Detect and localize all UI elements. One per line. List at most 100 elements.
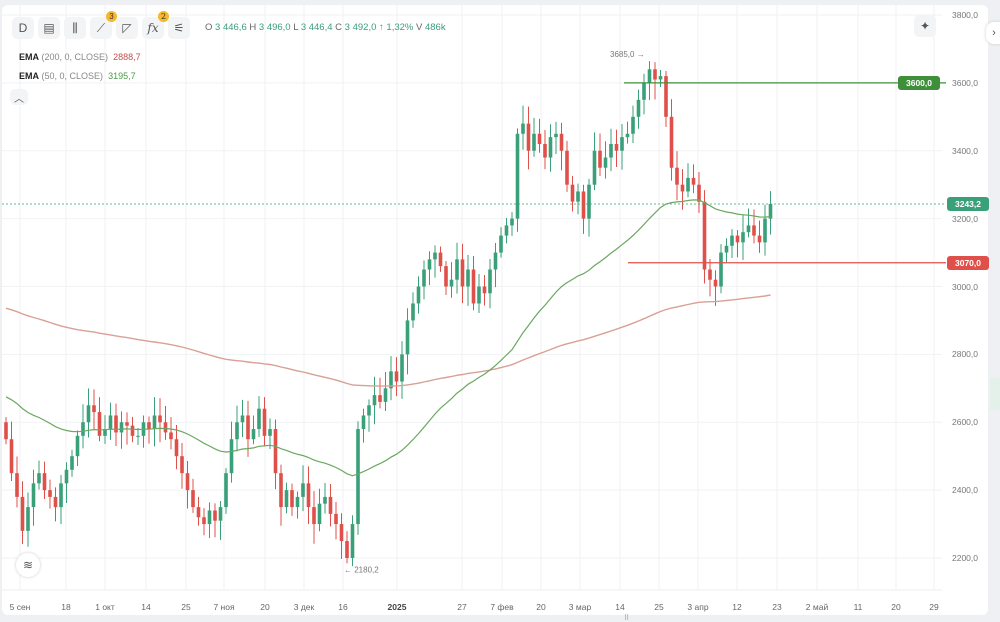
date-tick-label: 29 xyxy=(929,602,939,612)
drawing-tools-button[interactable]: ⟋ 3 xyxy=(90,11,117,39)
candle-body xyxy=(592,150,597,185)
candle-body xyxy=(389,371,393,389)
candle-body xyxy=(328,496,333,514)
candle-body xyxy=(114,415,118,433)
candle-body xyxy=(532,133,536,151)
ai-assist-button[interactable]: ✦ xyxy=(914,15,936,37)
candle-body xyxy=(730,235,734,246)
ema50-legend[interactable]: EMA (50, 0, CLOSE) 3195,7 xyxy=(19,71,136,81)
candle-body xyxy=(537,133,542,144)
price-tick-label: 3200,0 xyxy=(952,213,978,224)
candle-body xyxy=(411,303,415,321)
candle-body xyxy=(427,259,432,270)
candle-body xyxy=(471,269,476,304)
candle-body xyxy=(394,371,399,382)
candle-body xyxy=(92,405,96,413)
resize-handle[interactable]: ⠿ xyxy=(624,615,630,622)
candle-body xyxy=(460,259,465,287)
candle-body xyxy=(75,435,80,457)
template-button[interactable]: ▤ xyxy=(38,17,60,39)
shapes-button[interactable]: ◸ xyxy=(116,17,138,39)
candle-body xyxy=(543,143,547,158)
candle-body xyxy=(719,252,723,287)
sliders-icon: ⚟ xyxy=(173,21,185,35)
date-tick-label: 20 xyxy=(891,602,901,612)
candle-body xyxy=(147,422,151,430)
candle-body xyxy=(515,133,520,219)
price-tick-label: 2600,0 xyxy=(952,417,978,428)
template-icon: ▤ xyxy=(43,21,55,35)
candle-body xyxy=(191,490,195,508)
date-tick-label: 14 xyxy=(141,602,151,612)
candle-body xyxy=(669,116,674,168)
candle-body xyxy=(752,225,756,236)
settings-button[interactable]: ⚟ xyxy=(168,17,190,39)
candle-body xyxy=(130,425,135,436)
candle-body xyxy=(603,157,608,168)
date-tick-label: 25 xyxy=(654,602,664,612)
candle-body xyxy=(642,82,646,100)
side-scroll-handle[interactable] xyxy=(990,378,1000,410)
price-tick-label: 3800,0 xyxy=(952,10,978,20)
ema200-line xyxy=(5,294,771,387)
candle-body xyxy=(224,473,228,508)
candle-body xyxy=(653,69,657,80)
candle-body xyxy=(240,415,245,423)
candle-body xyxy=(493,252,498,270)
candle-body xyxy=(350,524,355,558)
candle-body xyxy=(416,286,421,304)
candle-body xyxy=(339,524,344,542)
candle-body xyxy=(196,507,201,518)
candle-body xyxy=(499,235,503,253)
candle-body xyxy=(279,473,283,508)
candle-body xyxy=(207,510,212,525)
candle-body xyxy=(433,252,437,260)
price-tick-label: 2400,0 xyxy=(952,485,978,496)
candle-body xyxy=(64,469,69,484)
candle-body xyxy=(713,279,718,287)
indicators-button[interactable]: fx 2 xyxy=(142,11,169,39)
expand-panel-button[interactable]: › xyxy=(986,22,1000,44)
candle-body xyxy=(763,218,767,243)
date-tick-label: 12 xyxy=(732,602,742,612)
candle-body xyxy=(686,177,690,192)
candle-body xyxy=(735,235,740,243)
candle-body xyxy=(488,269,492,294)
chart-type-button[interactable]: ⫼ xyxy=(64,17,86,39)
collapse-legend-button[interactable]: ︿ xyxy=(10,89,28,105)
price-chart[interactable]: 3685,0 → ← 2180,2 xyxy=(2,5,988,615)
logo-button[interactable]: ≋ xyxy=(16,553,40,577)
interval-button[interactable]: D xyxy=(12,17,34,39)
candle-body xyxy=(367,405,371,416)
candle-body xyxy=(15,473,19,497)
candle-body xyxy=(251,429,256,440)
candle-body xyxy=(48,490,52,497)
price-tick-label: 2800,0 xyxy=(952,349,978,360)
candle-body xyxy=(400,354,404,382)
candle-body xyxy=(482,286,487,294)
candle-body xyxy=(185,473,190,491)
candle-body xyxy=(361,415,366,430)
candle-body xyxy=(741,232,745,243)
candle-body xyxy=(97,412,102,436)
candle-body xyxy=(614,143,619,151)
date-tick-label: 20 xyxy=(536,602,546,612)
candle-body xyxy=(229,439,234,474)
ema200-legend[interactable]: EMA (200, 0, CLOSE) 2888,7 xyxy=(19,52,141,62)
candle-body xyxy=(345,541,349,558)
interval-label: D xyxy=(18,21,28,35)
candle-body xyxy=(636,99,641,117)
date-tick-label: 5 сен xyxy=(9,602,31,612)
date-tick-label: 2025 xyxy=(387,602,407,612)
date-tick-label: 16 xyxy=(338,602,348,612)
candle-body xyxy=(235,422,239,440)
last-price-tag[interactable]: 3243,2 xyxy=(947,196,989,211)
date-tick-label: 18 xyxy=(61,602,71,612)
candle-body xyxy=(664,76,668,117)
resistance-price-tag[interactable]: 3600,0 xyxy=(898,75,940,90)
candle-body xyxy=(218,507,223,521)
candle-body xyxy=(625,133,630,138)
candle-body xyxy=(290,490,294,508)
price-tick-label: 2200,0 xyxy=(952,553,978,563)
support-price-tag[interactable]: 3070,0 xyxy=(947,255,989,270)
